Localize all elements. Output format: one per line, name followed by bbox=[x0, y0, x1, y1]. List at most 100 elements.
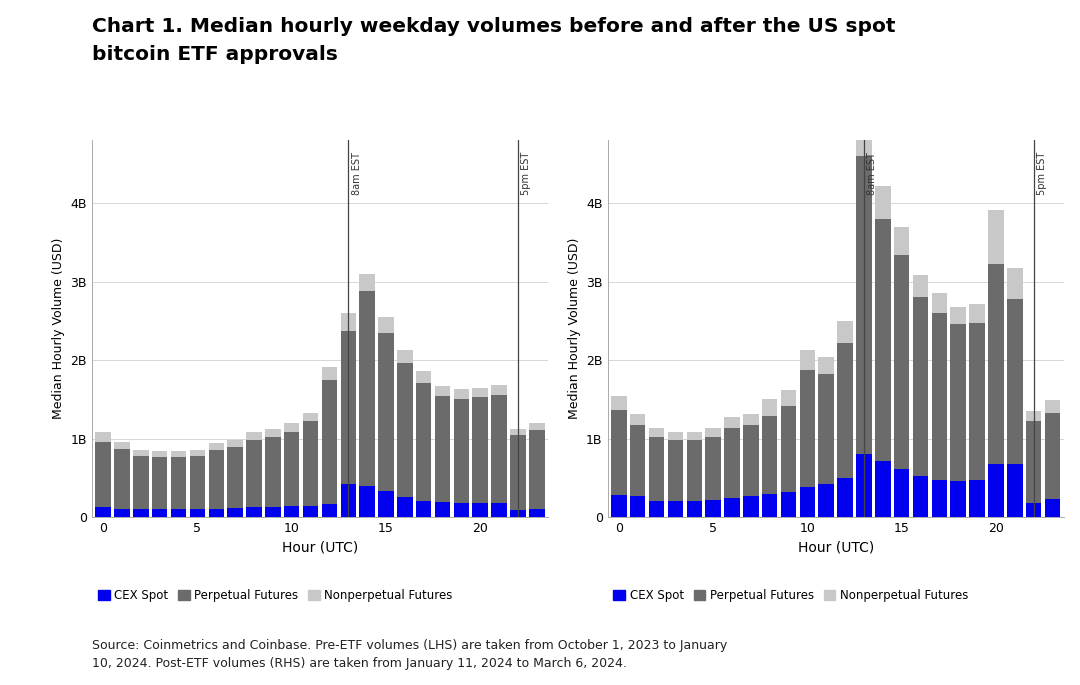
Bar bbox=[611, 410, 626, 495]
Bar bbox=[970, 323, 985, 480]
Bar bbox=[894, 227, 909, 255]
Bar bbox=[340, 313, 356, 331]
Bar bbox=[687, 432, 702, 440]
Bar bbox=[875, 186, 891, 219]
Bar bbox=[743, 414, 758, 425]
Bar bbox=[378, 317, 394, 333]
Bar bbox=[246, 432, 261, 440]
Bar bbox=[152, 510, 167, 517]
Bar bbox=[133, 510, 149, 517]
X-axis label: Hour (UTC): Hour (UTC) bbox=[797, 540, 874, 555]
Bar bbox=[228, 508, 243, 517]
Bar bbox=[1007, 464, 1023, 517]
Text: 8am EST: 8am EST bbox=[867, 152, 877, 195]
Bar bbox=[970, 479, 985, 517]
Bar bbox=[472, 397, 488, 503]
Bar bbox=[246, 507, 261, 517]
Bar bbox=[171, 457, 186, 510]
Bar bbox=[761, 399, 778, 416]
Bar bbox=[340, 331, 356, 484]
Bar bbox=[913, 275, 928, 297]
Legend: CEX Spot, Perpetual Futures, Nonperpetual Futures: CEX Spot, Perpetual Futures, Nonperpetua… bbox=[97, 589, 453, 602]
Bar bbox=[529, 430, 544, 508]
Bar bbox=[1007, 268, 1023, 299]
Bar bbox=[360, 291, 375, 486]
Bar bbox=[152, 451, 167, 457]
Legend: CEX Spot, Perpetual Futures, Nonperpetual Futures: CEX Spot, Perpetual Futures, Nonperpetua… bbox=[613, 589, 969, 602]
Bar bbox=[932, 293, 947, 313]
Bar bbox=[114, 449, 130, 508]
Bar bbox=[378, 491, 394, 517]
Bar bbox=[95, 432, 111, 442]
Bar bbox=[1026, 411, 1041, 421]
Bar bbox=[950, 324, 966, 481]
Bar bbox=[246, 440, 261, 507]
Bar bbox=[649, 437, 664, 501]
Bar bbox=[360, 274, 375, 291]
Bar bbox=[95, 507, 111, 517]
Bar bbox=[705, 427, 720, 437]
Bar bbox=[743, 425, 758, 496]
Bar bbox=[667, 432, 684, 440]
Bar bbox=[894, 255, 909, 469]
Bar bbox=[322, 379, 337, 504]
Bar bbox=[856, 156, 872, 454]
Bar bbox=[819, 374, 834, 484]
Bar bbox=[1026, 421, 1041, 503]
Bar bbox=[228, 447, 243, 508]
Bar bbox=[611, 397, 626, 410]
Bar bbox=[472, 388, 488, 397]
Bar bbox=[114, 442, 130, 449]
Bar bbox=[284, 423, 299, 432]
Bar bbox=[799, 350, 815, 370]
Bar bbox=[190, 456, 205, 510]
Bar bbox=[265, 437, 281, 507]
Bar bbox=[856, 117, 872, 156]
Bar bbox=[416, 371, 431, 383]
Bar bbox=[630, 425, 646, 496]
Bar bbox=[761, 495, 778, 517]
Bar bbox=[416, 383, 431, 501]
Bar bbox=[265, 429, 281, 437]
Bar bbox=[529, 423, 544, 430]
Bar bbox=[687, 440, 702, 501]
Bar bbox=[799, 370, 815, 487]
Bar bbox=[725, 417, 740, 429]
Bar bbox=[988, 464, 1003, 517]
Bar bbox=[743, 496, 758, 517]
Bar bbox=[988, 210, 1003, 264]
Bar bbox=[397, 350, 413, 363]
X-axis label: Hour (UTC): Hour (UTC) bbox=[282, 540, 359, 555]
Bar bbox=[454, 399, 469, 503]
Bar bbox=[950, 307, 966, 324]
Bar bbox=[705, 437, 720, 500]
Bar bbox=[875, 219, 891, 460]
Text: 5pm EST: 5pm EST bbox=[522, 152, 531, 195]
Text: Chart 1. Median hourly weekday volumes before and after the US spot: Chart 1. Median hourly weekday volumes b… bbox=[92, 17, 895, 36]
Bar bbox=[705, 500, 720, 517]
Bar bbox=[171, 451, 186, 457]
Bar bbox=[932, 479, 947, 517]
Bar bbox=[265, 507, 281, 517]
Bar bbox=[133, 451, 149, 456]
Bar bbox=[649, 427, 664, 437]
Bar bbox=[360, 486, 375, 517]
Bar bbox=[491, 395, 507, 503]
Bar bbox=[510, 429, 526, 435]
Bar bbox=[1026, 503, 1041, 517]
Bar bbox=[510, 510, 526, 517]
Y-axis label: Median Hourly Volume (USD): Median Hourly Volume (USD) bbox=[52, 238, 65, 419]
Bar bbox=[152, 457, 167, 510]
Bar bbox=[725, 429, 740, 497]
Bar bbox=[819, 484, 834, 517]
Bar bbox=[416, 501, 431, 517]
Bar bbox=[630, 414, 646, 425]
Bar bbox=[171, 510, 186, 517]
Bar bbox=[649, 501, 664, 517]
Bar bbox=[1007, 299, 1023, 464]
Bar bbox=[340, 484, 356, 517]
Bar bbox=[378, 333, 394, 491]
Bar bbox=[970, 303, 985, 323]
Bar bbox=[611, 495, 626, 517]
Bar bbox=[856, 454, 872, 517]
